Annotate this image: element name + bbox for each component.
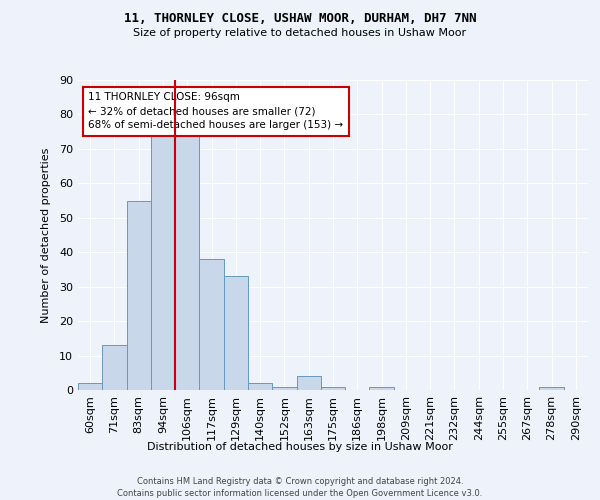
Text: Distribution of detached houses by size in Ushaw Moor: Distribution of detached houses by size … [147, 442, 453, 452]
Bar [151, 128, 175, 390]
Y-axis label: Number of detached properties: Number of detached properties [41, 148, 50, 322]
Bar [127, 200, 151, 390]
Text: Contains public sector information licensed under the Open Government Licence v3: Contains public sector information licen… [118, 489, 482, 498]
Bar [175, 128, 199, 390]
Bar [272, 386, 296, 390]
Bar [248, 383, 272, 390]
Bar [539, 386, 564, 390]
Bar [296, 376, 321, 390]
Text: Size of property relative to detached houses in Ushaw Moor: Size of property relative to detached ho… [133, 28, 467, 38]
Text: 11 THORNLEY CLOSE: 96sqm
← 32% of detached houses are smaller (72)
68% of semi-d: 11 THORNLEY CLOSE: 96sqm ← 32% of detach… [88, 92, 343, 130]
Bar [321, 386, 345, 390]
Bar [199, 259, 224, 390]
Bar [78, 383, 102, 390]
Bar [370, 386, 394, 390]
Text: Contains HM Land Registry data © Crown copyright and database right 2024.: Contains HM Land Registry data © Crown c… [137, 478, 463, 486]
Bar [102, 345, 127, 390]
Bar [224, 276, 248, 390]
Text: 11, THORNLEY CLOSE, USHAW MOOR, DURHAM, DH7 7NN: 11, THORNLEY CLOSE, USHAW MOOR, DURHAM, … [124, 12, 476, 26]
